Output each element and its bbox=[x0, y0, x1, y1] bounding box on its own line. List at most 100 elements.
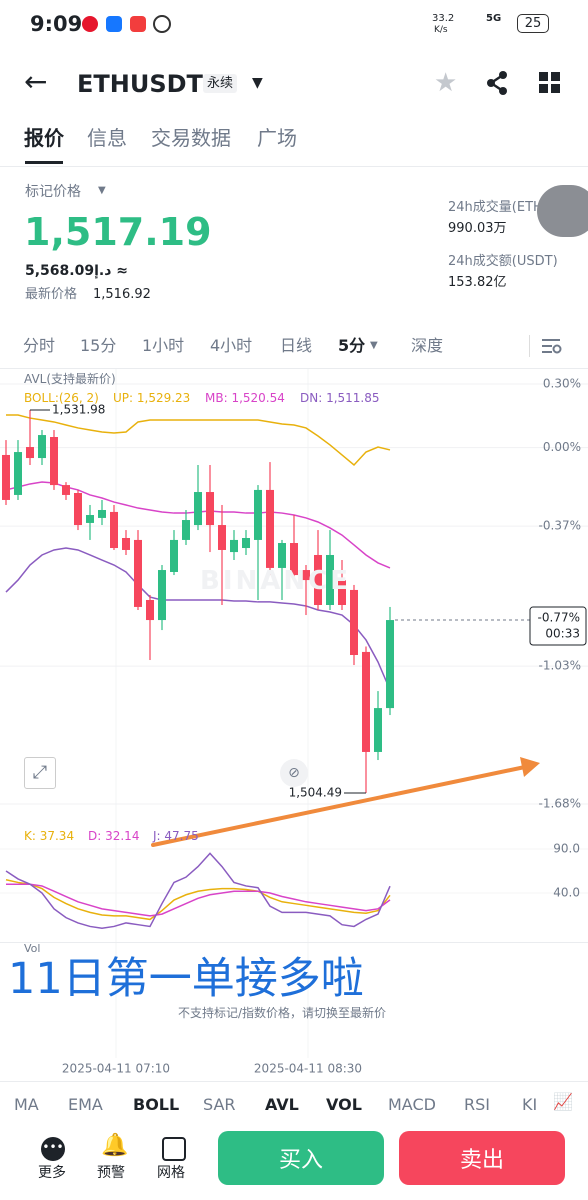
boll-line bbox=[5, 547, 391, 691]
candle-body bbox=[38, 435, 46, 459]
network: 5G bbox=[486, 13, 502, 24]
chart-settings[interactable] bbox=[542, 337, 562, 355]
d-label: D: 32.14 bbox=[88, 829, 140, 843]
candle-body bbox=[242, 537, 250, 549]
layout-button[interactable] bbox=[539, 72, 561, 94]
back-button[interactable]: ← bbox=[24, 65, 48, 98]
hide-button[interactable]: ⊘ bbox=[280, 759, 308, 787]
indicator[interactable]: SAR bbox=[203, 1095, 236, 1114]
interval[interactable]: 深度 bbox=[411, 336, 444, 355]
candle-body bbox=[158, 570, 166, 621]
tab-underline bbox=[25, 161, 63, 164]
interval-dropdown[interactable]: ▼ bbox=[370, 340, 378, 351]
interval[interactable]: 分时 bbox=[23, 336, 56, 355]
watermark: BINANCE bbox=[200, 566, 351, 596]
turnover: 153.82亿 bbox=[448, 275, 507, 290]
candle-body bbox=[266, 489, 274, 568]
candle-body bbox=[98, 509, 106, 518]
candle-body bbox=[362, 651, 370, 752]
high-label: 1,531.98 bbox=[52, 402, 105, 416]
more-icon[interactable]: ••• bbox=[41, 1137, 65, 1161]
favorite-button[interactable]: ★ bbox=[434, 68, 458, 98]
candle-body bbox=[326, 554, 334, 605]
indicator[interactable]: VOL bbox=[326, 1095, 362, 1114]
converted-price: 5,568.09إ.د ≈ bbox=[25, 263, 128, 279]
annotation-arrowhead bbox=[520, 757, 540, 777]
boll-dn-label: DN: 1,511.85 bbox=[300, 391, 380, 405]
tab[interactable]: 报价 bbox=[24, 126, 64, 150]
avl-label: AVL(支持最新价) bbox=[24, 372, 116, 386]
candle-body bbox=[182, 520, 190, 540]
interval[interactable]: 5分 bbox=[338, 336, 366, 355]
mark-price-label: 标记价格 bbox=[25, 184, 81, 200]
interval[interactable]: 1小时 bbox=[142, 336, 185, 355]
fullscreen-button[interactable]: ⤢ bbox=[24, 757, 56, 789]
indicator[interactable]: EMA bbox=[68, 1095, 103, 1114]
tab[interactable]: 交易数据 bbox=[151, 126, 231, 150]
alert-label[interactable]: 预警 bbox=[97, 1165, 125, 1181]
y-tick-label: -0.37% bbox=[539, 519, 581, 533]
buy-button[interactable]: 买入 bbox=[218, 1131, 384, 1185]
app-icon bbox=[130, 16, 146, 32]
candle-body bbox=[2, 454, 10, 500]
symbol-dropdown[interactable]: ▼ bbox=[252, 75, 263, 91]
tab[interactable]: 信息 bbox=[87, 126, 127, 150]
current-price-box bbox=[529, 606, 587, 646]
candle-body bbox=[194, 492, 202, 526]
more-label[interactable]: 更多 bbox=[38, 1165, 66, 1181]
boll-mb-label: MB: 1,520.54 bbox=[205, 391, 285, 405]
grid-icon[interactable] bbox=[162, 1137, 186, 1161]
share-button[interactable] bbox=[485, 70, 509, 96]
candle-body bbox=[338, 580, 346, 605]
countdown: 00:33 bbox=[545, 627, 580, 641]
candle-body bbox=[206, 492, 214, 526]
kdj-line bbox=[5, 852, 391, 929]
candle-body bbox=[218, 525, 226, 550]
low-label: 1,504.49 bbox=[289, 786, 342, 800]
candle-body bbox=[290, 543, 298, 576]
y-tick-label: 0.30% bbox=[543, 376, 581, 390]
indicator-settings[interactable]: 📈 bbox=[538, 1094, 588, 1116]
tab[interactable]: 广场 bbox=[257, 126, 297, 150]
contract-tag: 永续 bbox=[203, 74, 238, 93]
candle-body bbox=[74, 493, 82, 526]
sell-button[interactable]: 卖出 bbox=[399, 1131, 565, 1185]
notice: 不支持标记/指数价格，请切换至最新价 bbox=[178, 1006, 387, 1020]
mark-dropdown[interactable]: ▼ bbox=[98, 185, 106, 196]
divider bbox=[0, 942, 588, 943]
interval[interactable]: 日线 bbox=[280, 336, 313, 355]
candle-body bbox=[302, 570, 310, 581]
indicator[interactable]: AVL bbox=[265, 1095, 299, 1114]
floating-button[interactable] bbox=[537, 185, 588, 237]
boll-label: BOLL:(26, 2) bbox=[24, 391, 99, 405]
time-label: 2025-04-11 08:30 bbox=[254, 1062, 362, 1076]
k-label: K: 37.34 bbox=[24, 829, 75, 843]
divider bbox=[0, 368, 588, 369]
candle-body bbox=[86, 515, 94, 523]
volume: 990.03万 bbox=[448, 221, 507, 236]
indicator[interactable]: RSI bbox=[464, 1095, 490, 1114]
alert-icon[interactable]: 🔔 bbox=[101, 1133, 129, 1158]
candle-body bbox=[26, 447, 34, 459]
candle-body bbox=[170, 539, 178, 572]
candle-body bbox=[134, 539, 142, 607]
indicator[interactable]: BOLL bbox=[133, 1095, 180, 1114]
indicator[interactable]: KI bbox=[522, 1095, 538, 1114]
grid-label[interactable]: 网格 bbox=[157, 1165, 185, 1181]
last-price: 1,516.92 bbox=[93, 287, 151, 302]
interval[interactable]: 15分 bbox=[80, 336, 117, 355]
turnover-label: 24h成交额(USDT) bbox=[448, 254, 558, 269]
candle-body bbox=[386, 620, 394, 709]
boll-line bbox=[6, 414, 391, 467]
vol-label: Vol bbox=[24, 942, 41, 955]
candle-body bbox=[350, 589, 358, 656]
net-speed-unit: K/s bbox=[434, 25, 448, 35]
indicator[interactable]: MA bbox=[14, 1095, 39, 1114]
indicator[interactable]: MACD bbox=[388, 1095, 436, 1114]
j-label: J: 47.75 bbox=[153, 829, 199, 843]
battery: 25 bbox=[517, 14, 549, 33]
y-tick-label: -1.03% bbox=[539, 659, 581, 673]
clock: 9:09 bbox=[30, 12, 83, 36]
interval[interactable]: 4小时 bbox=[210, 336, 253, 355]
